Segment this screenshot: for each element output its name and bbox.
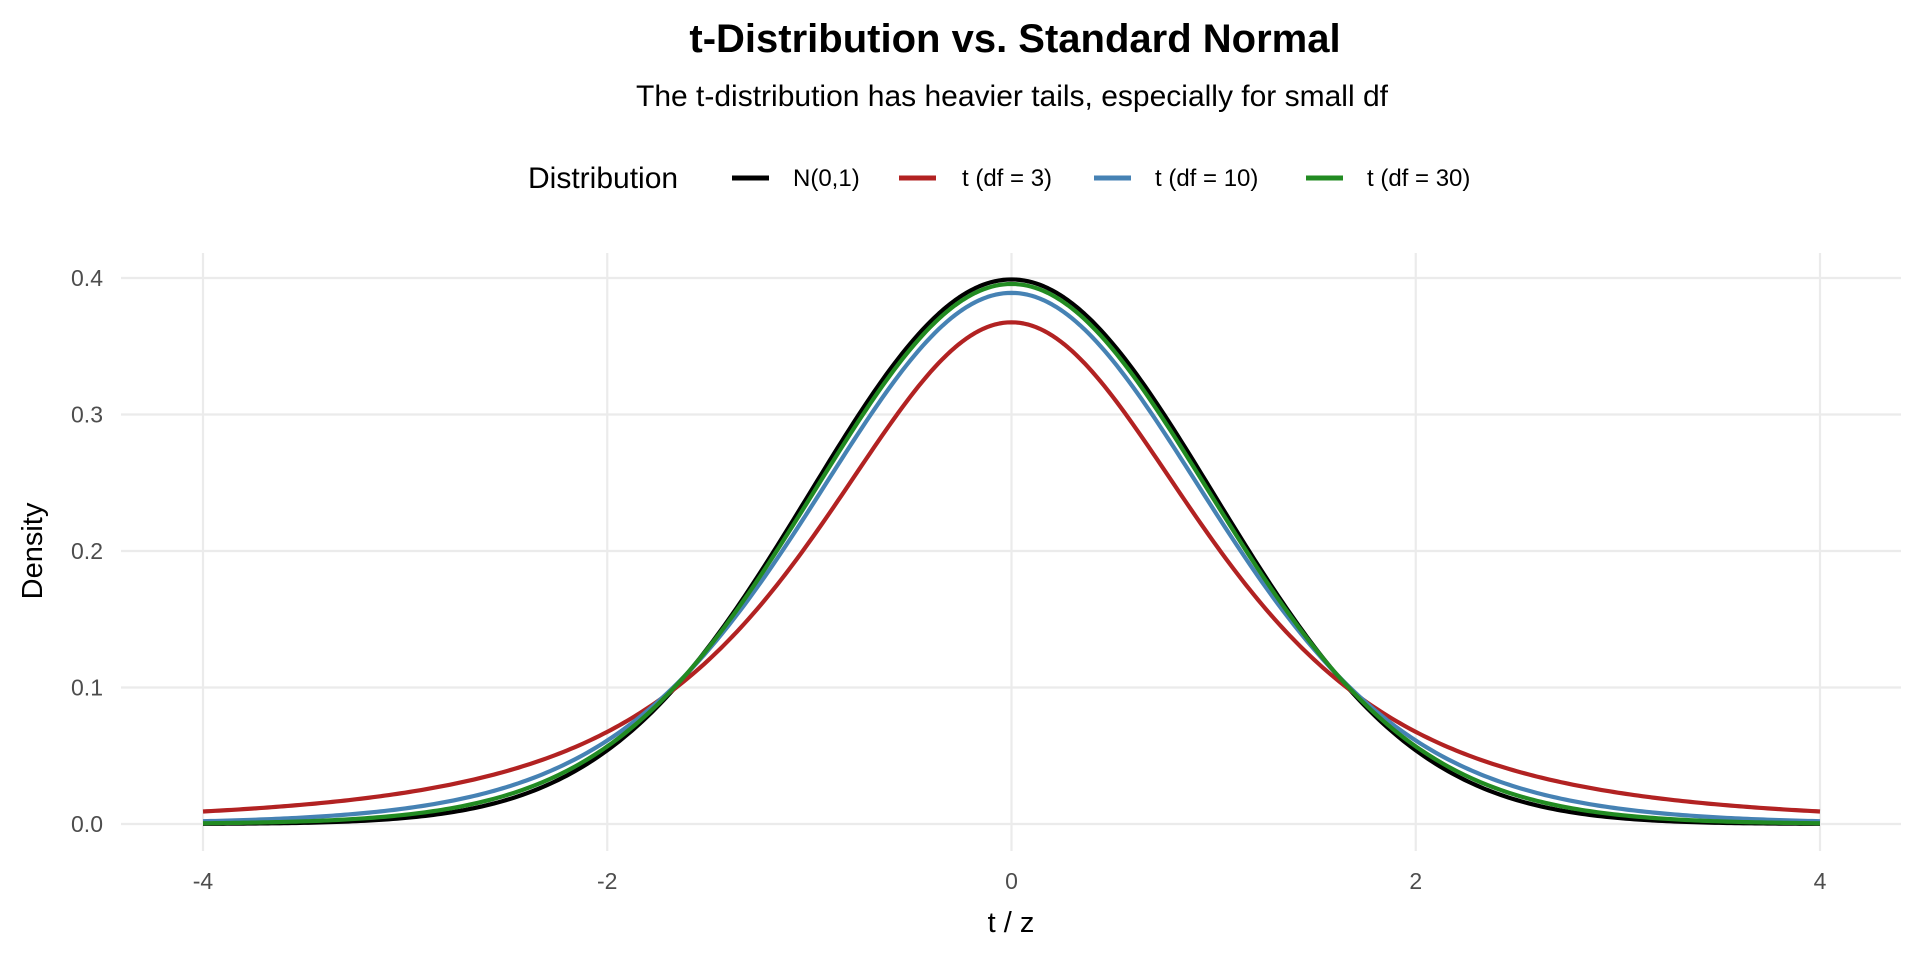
y-axis-title: Density [17,502,49,599]
legend: Distribution N(0,1) t (df = 3) t (df = 1… [528,162,1470,195]
y-tick-label: 0.4 [71,265,103,291]
legend-item-t10: t (df = 10) [1094,165,1258,192]
plot-curves [202,277,1821,826]
chart-subtitle: The t-distribution has heavier tails, es… [636,80,1389,113]
x-tick-label: -4 [193,868,214,894]
legend-label-t10: t (df = 10) [1155,165,1258,192]
legend-item-t30: t (df = 30) [1306,165,1470,192]
x-tick-label: -2 [597,868,617,894]
curve-t-df-3 [202,320,1821,814]
curve-t-df-10 [202,290,1821,824]
legend-label-normal: N(0,1) [793,165,860,192]
x-axis-title: t / z [988,907,1035,939]
curve-t-df-30 [202,281,1821,826]
chart-title: t-Distribution vs. Standard Normal [689,17,1340,61]
curve-n-0-1 [202,277,1821,826]
y-axis-ticks: 0.0 0.1 0.2 0.3 0.4 [71,265,103,837]
x-tick-label: 0 [1005,868,1018,894]
x-axis-ticks: -4 -2 0 2 4 [193,868,1827,894]
y-tick-label: 0.3 [71,402,103,428]
legend-item-t3: t (df = 3) [899,165,1052,192]
legend-label-t30: t (df = 30) [1367,165,1470,192]
x-tick-label: 2 [1409,868,1422,894]
legend-item-normal: N(0,1) [732,165,860,192]
y-tick-label: 0.0 [71,811,103,837]
y-tick-label: 0.2 [71,538,103,564]
legend-label-t3: t (df = 3) [962,165,1052,192]
x-tick-label: 4 [1814,868,1827,894]
y-tick-label: 0.1 [71,675,103,701]
legend-title: Distribution [528,162,678,195]
